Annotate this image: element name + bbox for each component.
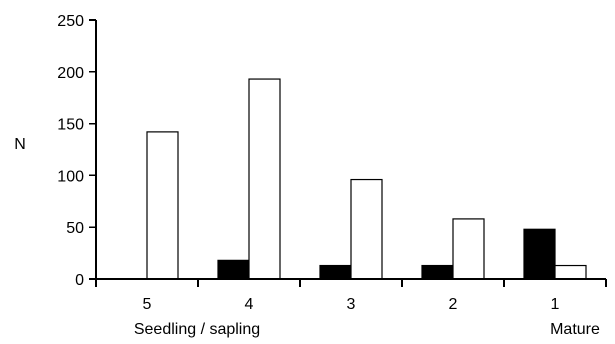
y-tick-label: 150 [57,117,84,134]
x-axis-annotation-left: Seedling / sapling [134,321,260,338]
y-ticks: 0 50 100 150 200 250 [57,13,96,289]
bar-filled [319,264,352,280]
x-tick-label: 1 [551,296,560,313]
x-ticks: 5 4 3 2 1 [95,279,607,313]
bar-open [350,178,383,280]
y-axis-label: N [14,136,26,153]
bar-filled [421,264,454,280]
y-tick-label: 200 [57,65,84,82]
bar-filled [523,228,556,280]
bar-open [452,218,485,280]
x-tick-label: 4 [245,296,254,313]
y-tick-label: 50 [66,220,84,237]
bar-open [146,131,179,280]
x-tick-label: 3 [347,296,356,313]
x-axis-annotation-right: Mature [550,321,600,338]
y-tick-label: 250 [57,13,84,30]
x-tick-label: 2 [449,296,458,313]
bars [146,78,587,280]
bar-open [248,78,281,280]
y-tick-label: 0 [75,272,84,289]
bar-filled [217,259,250,280]
bar-open [554,264,587,280]
y-tick-label: 100 [57,168,84,185]
x-tick-label: 5 [143,296,152,313]
